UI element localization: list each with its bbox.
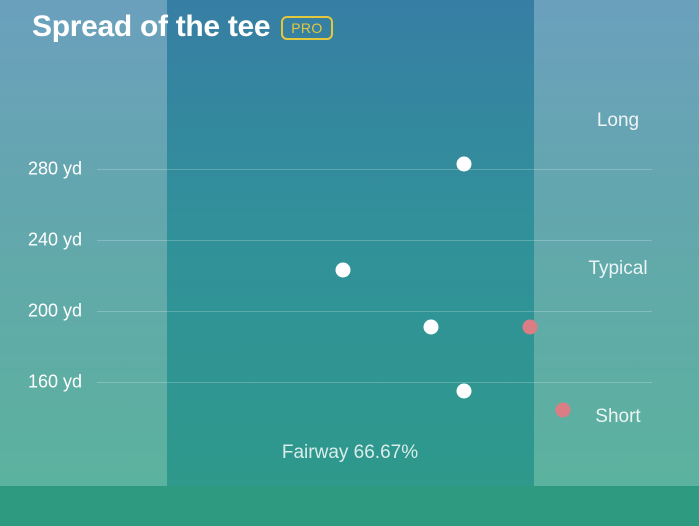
gridline-280 (97, 169, 652, 170)
y-tick-label: 160 yd (28, 371, 83, 392)
shot-dot-fairway[interactable] (335, 262, 351, 278)
zone-label-long: Long (596, 110, 640, 131)
shot-dot-fairway[interactable] (423, 319, 439, 335)
page-title: Spread of the tee (32, 10, 271, 43)
shot-dot-fairway[interactable] (456, 156, 472, 172)
fairway-band (167, 0, 534, 486)
gridline-240 (97, 240, 652, 241)
shot-dot-fairway[interactable] (456, 383, 472, 399)
gridline-160 (97, 382, 652, 383)
shot-dot-missed[interactable] (522, 319, 538, 335)
zone-label-typical: Typical (588, 258, 648, 279)
pro-badge: PRO (281, 16, 333, 40)
shot-dot-missed[interactable] (555, 402, 571, 418)
y-tick-label: 240 yd (28, 229, 83, 250)
y-tick-label: 200 yd (28, 300, 83, 321)
bottom-bar (0, 486, 699, 526)
gridline-200 (97, 311, 652, 312)
header: Spread of the tee PRO (32, 10, 333, 44)
y-tick-label: 280 yd (28, 158, 83, 179)
zone-label-short: Short (595, 406, 641, 427)
spread-chart (0, 0, 699, 486)
fairway-percentage: Fairway 66.67% (281, 442, 419, 463)
